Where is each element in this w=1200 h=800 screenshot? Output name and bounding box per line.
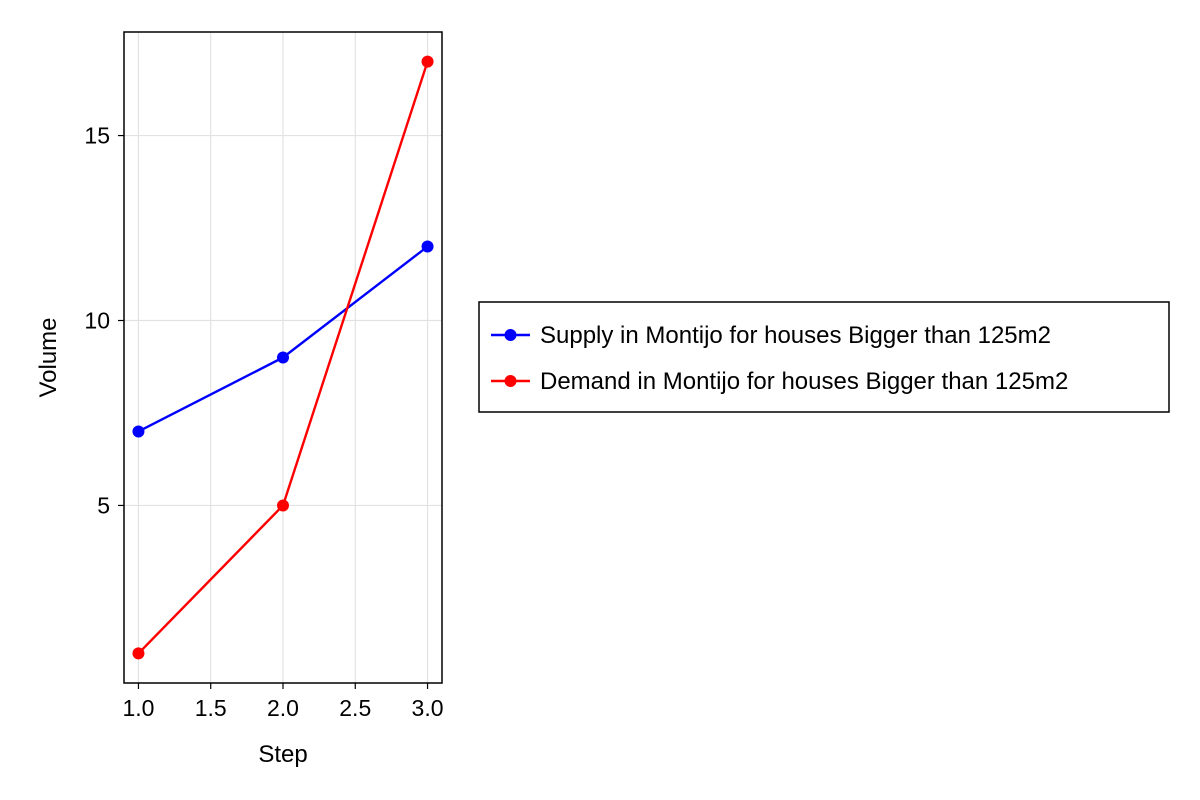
data-point <box>421 240 434 253</box>
legend-label: Supply in Montijo for houses Bigger than… <box>540 322 1051 349</box>
legend: Supply in Montijo for houses Bigger than… <box>478 301 1170 413</box>
legend-marker <box>504 329 517 341</box>
legend-entries: Supply in Montijo for houses Bigger than… <box>491 322 1068 395</box>
x-tick-label: 2.5 <box>339 695 371 721</box>
x-axis-label: Step <box>258 741 307 768</box>
legend-label: Demand in Montijo for houses Bigger than… <box>540 368 1068 395</box>
legend-entry: Demand in Montijo for houses Bigger than… <box>491 368 1068 395</box>
data-point <box>277 499 289 512</box>
data-point <box>421 55 434 68</box>
series <box>132 55 434 660</box>
axis-ticks: 1.0 1.5 2.0 2.5 3.0 5 10 15 <box>84 123 443 721</box>
y-axis-label: Volume <box>35 317 62 397</box>
y-tick-label: 10 <box>84 308 110 334</box>
legend-marker <box>504 375 517 387</box>
legend-box <box>478 301 1170 413</box>
y-tick-label: 15 <box>84 123 110 149</box>
series-supply <box>132 240 434 438</box>
data-point <box>277 351 289 364</box>
x-tick-label: 3.0 <box>412 695 444 721</box>
x-tick-label: 2.0 <box>267 695 299 721</box>
x-tick-label: 1.5 <box>195 695 227 721</box>
legend-entry: Supply in Montijo for houses Bigger than… <box>491 322 1051 349</box>
y-tick-label: 5 <box>97 492 110 518</box>
x-tick-label: 1.0 <box>122 695 154 721</box>
series-demand <box>132 55 434 660</box>
data-point <box>132 425 145 438</box>
data-point <box>132 647 145 660</box>
